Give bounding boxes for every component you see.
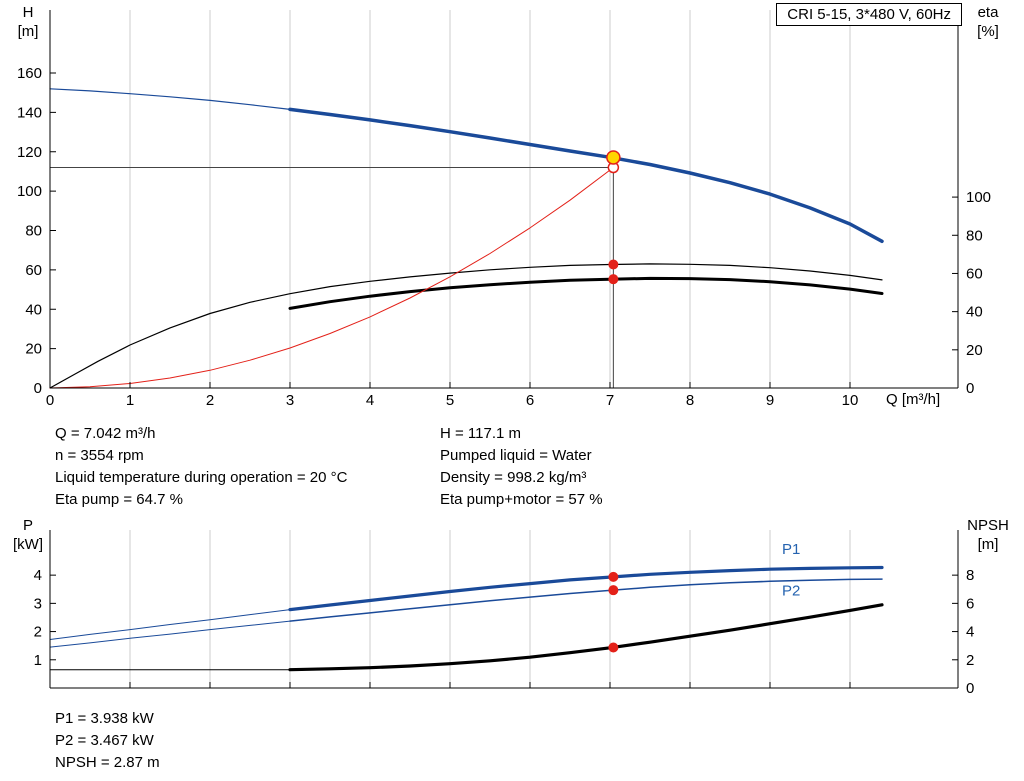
y-tick-label-right: 80 [966,227,983,244]
result-speed: n = 3554 rpm [55,447,144,464]
y-tick-label-left: 3 [34,595,42,612]
y-tick-label-left: 0 [34,380,42,397]
result-text-left: Q = 7.042 m³/h n = 3554 rpm Liquid tempe… [55,423,347,511]
x-tick-label: 2 [206,392,214,409]
x-tick-label: 3 [286,392,294,409]
x-tick-label: 10 [842,392,859,409]
duty-point-marker [606,150,621,165]
result-npsh: NPSH = 2.87 m [55,754,160,771]
y-tick-label-left: 120 [17,144,42,161]
curve-label-p1: P1 [782,541,800,558]
y-tick-label-left: 1 [34,652,42,669]
y-tick-label-left: 160 [17,65,42,82]
y-tick-label-right: 6 [966,595,974,612]
y-tick-label-left: 2 [34,624,42,641]
x-tick-label: 8 [686,392,694,409]
eta-pump-curve [49,263,883,389]
y-tick-label-left: 40 [25,301,42,318]
y-tick-label-right: 40 [966,304,983,321]
y-tick-label-right: 4 [966,624,974,641]
result-eta-pump: Eta pump = 64.7 % [55,491,183,508]
y-axis-title-head: H [m] [8,3,48,41]
result-head: H = 117.1 m [440,425,522,442]
y-axis-title-npsh-symbol: NPSH [967,517,1009,534]
y-tick-label-right: 100 [966,189,991,206]
x-tick-label: 4 [366,392,374,409]
h-curve-low-flow [49,88,291,111]
y-tick-label-left: 80 [25,223,42,240]
result-text-bottom: P1 = 3.938 kW P2 = 3.467 kW NPSH = 2.87 … [55,708,160,774]
result-eta-pump-motor: Eta pump+motor = 57 % [440,491,603,508]
y-tick-label-right: 60 [966,265,983,282]
y-tick-label-left: 60 [25,262,42,279]
npsh-curve-main [288,603,884,672]
x-tick-label: 7 [606,392,614,409]
curve-label-p2: P2 [782,582,800,599]
result-text-right: H = 117.1 m Pumped liquid = Water Densit… [440,423,603,511]
x-tick-label: 6 [526,392,534,409]
y-tick-label-right: 0 [966,380,974,397]
result-p2: P2 = 3.467 kW [55,732,154,749]
x-axis-title-flow: Q [m³/h] [886,391,941,408]
x-tick-label: 1 [126,392,134,409]
system-parabola [49,167,614,389]
h-curve-main [288,107,884,244]
h-q-eta-chart: 0 1 2 3 4 5 6 7 8 9 100204060801001201401600204060… [17,10,991,409]
y-tick-label-right: 0 [966,680,974,697]
result-density: Density = 998.2 kg/m³ [440,469,587,486]
y-axis-title-head-symbol: H [22,4,34,21]
power-npsh-chart: 1 2 3 4 0 2 4 6 8 P1 P2 [34,530,974,697]
y-tick-label-left: 100 [17,183,42,200]
eta-pump-motor-point [608,274,619,285]
x-tick-label: 9 [766,392,774,409]
y-tick-label-left: 140 [17,104,42,121]
result-p1: P1 = 3.938 kW [55,710,154,727]
result-pumped-liquid: Pumped liquid = Water [440,447,592,464]
y-tick-label-left: 20 [25,341,42,358]
p1-curve-main [288,565,884,612]
result-liquid-temperature: Liquid temperature during operation = 20… [55,469,348,486]
x-tick-label: 5 [446,392,454,409]
npsh-point [608,642,619,653]
y-axis-title-power-unit: [kW] [13,536,43,553]
result-flow: Q = 7.042 m³/h [55,425,156,442]
y-axis-title-npsh-unit: [m] [977,536,999,553]
y-tick-label-left: 4 [34,567,42,584]
y-axis-title-eta: eta [%] [964,3,1012,41]
y-tick-label-right: 8 [966,567,974,584]
p2-curve-low-flow [49,620,291,648]
eta-pump-point [608,259,619,270]
y-axis-title-power: P [kW] [6,516,50,554]
p1-point [608,571,619,582]
p2-curve-main [289,578,883,622]
eta-pump-motor-curve [288,276,884,310]
pump-model-label: CRI 5-15, 3*480 V, 60Hz [776,3,962,26]
p2-point [608,585,619,596]
y-tick-label-right: 2 [966,652,974,669]
x-tick-label: 0 [46,392,54,409]
y-axis-title-eta-unit: [%] [977,23,999,40]
y-axis-title-power-symbol: P [22,517,33,534]
p1-curve-low-flow [49,609,291,640]
y-axis-title-npsh: NPSH [m] [958,516,1018,554]
y-axis-title-head-unit: [m] [17,23,39,40]
y-tick-label-right: 20 [966,342,983,359]
y-axis-title-eta-symbol: eta [977,4,999,21]
